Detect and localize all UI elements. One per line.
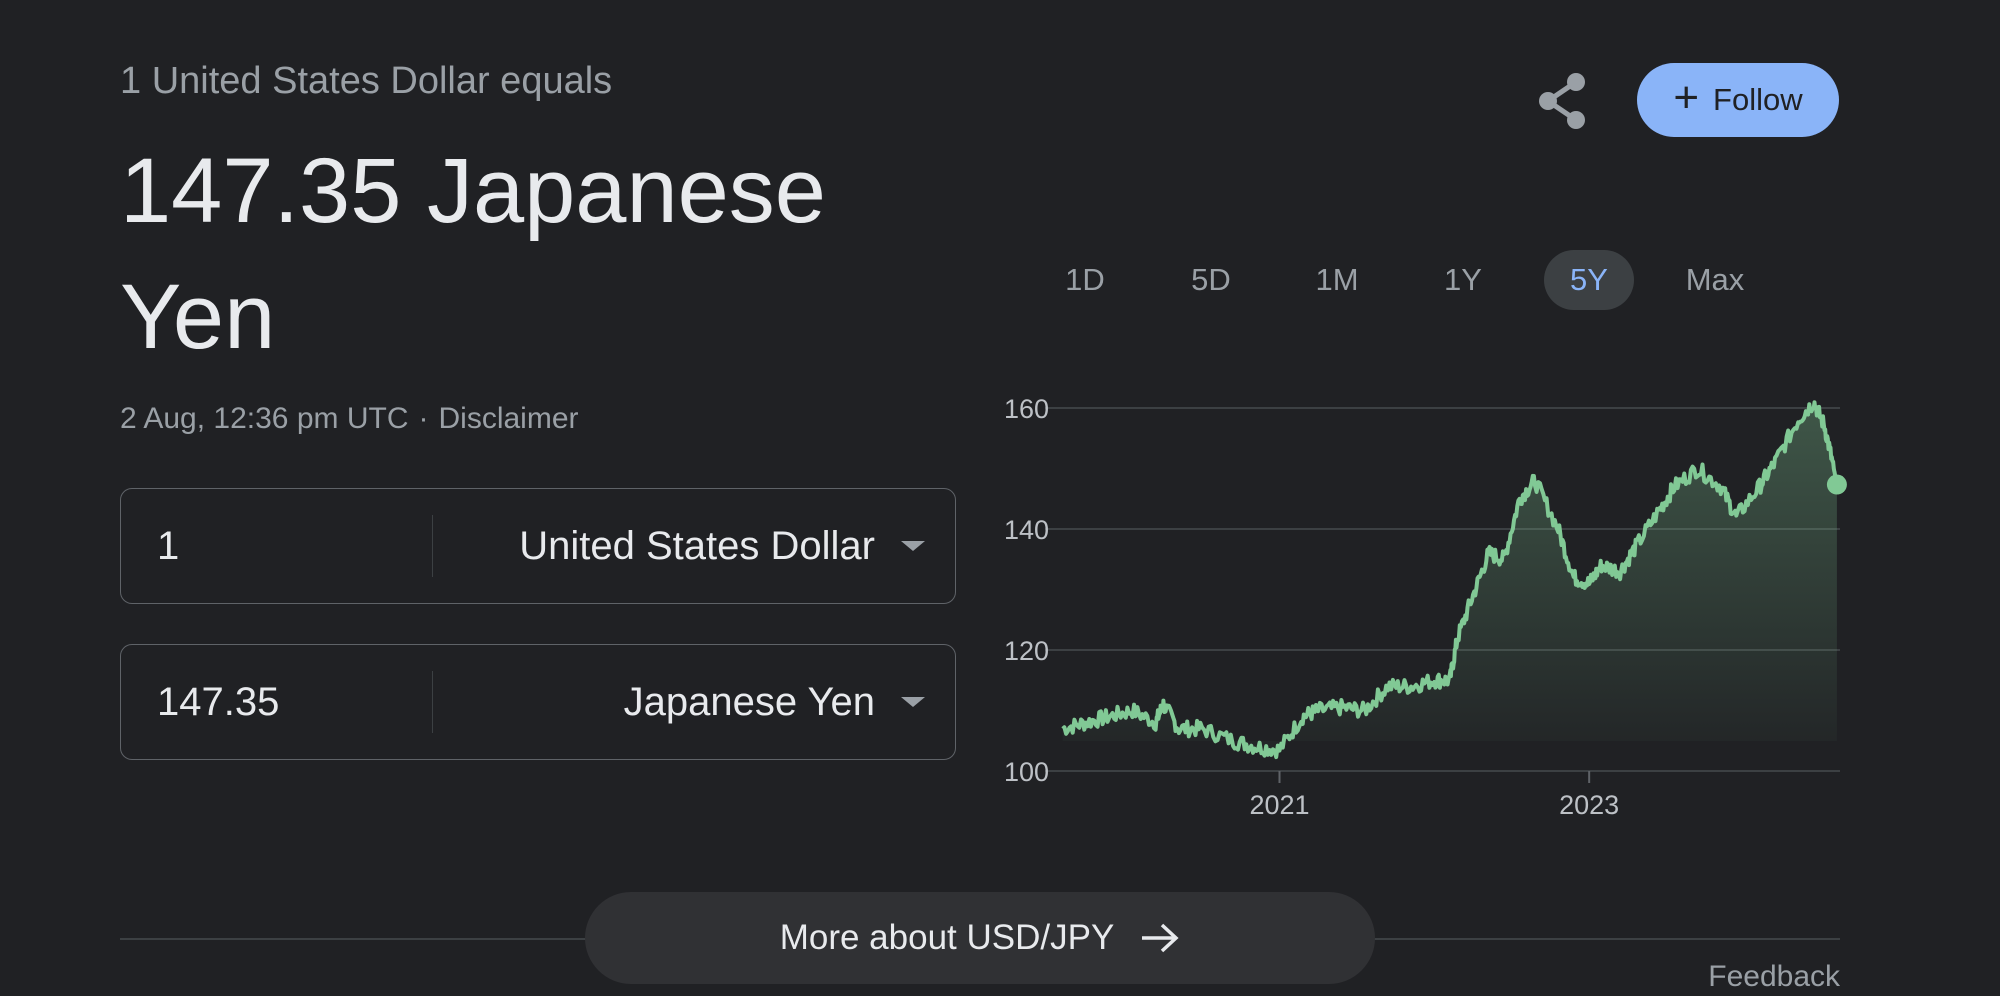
conversion-rate: 147.35 Japanese Yen — [120, 140, 826, 368]
price-chart: 100 120 140 160 2021 2023 — [1004, 394, 1847, 820]
conversion-subtitle: 1 United States Dollar equals — [120, 60, 613, 102]
range-tab-1y[interactable]: 1Y — [1444, 262, 1482, 297]
timestamp-row: 2 Aug, 12:36 pm UTC · Disclaimer — [120, 402, 579, 436]
range-tab-1m[interactable]: 1M — [1315, 262, 1359, 297]
more-about-button[interactable]: More about USD/JPY — [585, 892, 1375, 984]
y-tick-label: 160 — [1004, 394, 1049, 424]
disclaimer-link[interactable]: Disclaimer — [438, 402, 579, 435]
range-tab-max[interactable]: Max — [1685, 262, 1745, 297]
current-value-dot — [1826, 474, 1847, 495]
plus-icon: + — [1673, 73, 1700, 122]
share-icon[interactable] — [1534, 70, 1590, 132]
separator: · — [418, 402, 429, 435]
from-currency-select[interactable]: United States Dollar — [433, 524, 955, 569]
caret-down-icon — [901, 541, 925, 551]
y-tick-label: 140 — [1004, 515, 1049, 545]
from-converter-row: 1 United States Dollar — [120, 488, 956, 604]
to-converter-row: 147.35 Japanese Yen — [120, 644, 956, 760]
to-currency-select[interactable]: Japanese Yen — [433, 680, 955, 725]
range-tab-5y[interactable]: 5Y — [1544, 250, 1634, 310]
chart-line — [1061, 400, 1839, 760]
range-tabs: 1D 5D 1M 1Y 5Y Max — [1040, 250, 1796, 310]
follow-button[interactable]: + Follow — [1637, 63, 1839, 137]
from-amount-input[interactable]: 1 — [121, 515, 433, 577]
x-tick-label: 2021 — [1249, 790, 1309, 820]
feedback-link[interactable]: Feedback — [1708, 960, 1840, 993]
to-currency-label: Japanese Yen — [623, 679, 875, 724]
from-currency-label: United States Dollar — [519, 523, 875, 568]
arrow-right-icon — [1142, 923, 1179, 953]
range-tab-5d[interactable]: 5D — [1191, 262, 1231, 297]
y-tick-label: 120 — [1004, 636, 1049, 666]
to-amount-input[interactable]: 147.35 — [121, 671, 433, 733]
more-about-label: More about USD/JPY — [779, 918, 1115, 957]
follow-label: Follow — [1713, 82, 1803, 117]
timestamp: 2 Aug, 12:36 pm UTC — [120, 402, 409, 435]
range-tab-1d[interactable]: 1D — [1065, 262, 1105, 297]
caret-down-icon — [901, 697, 925, 707]
chart-area-fill — [1062, 402, 1837, 758]
y-tick-label: 100 — [1004, 757, 1049, 787]
x-tick-label: 2023 — [1559, 790, 1619, 820]
